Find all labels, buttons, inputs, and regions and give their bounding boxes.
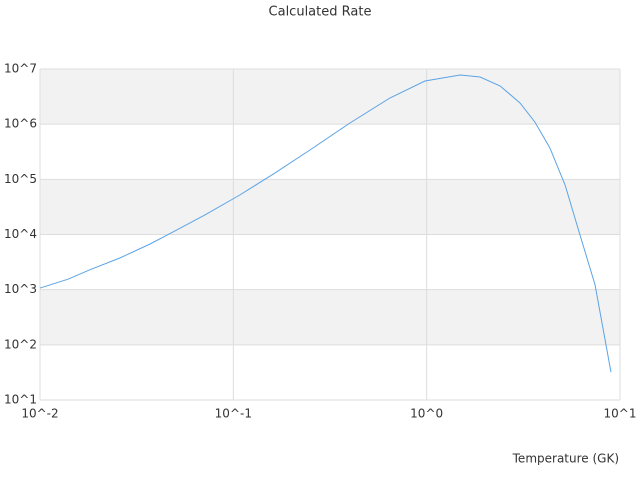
data-line (39, 74, 612, 373)
x-tick-label: 10^0 (410, 407, 443, 421)
y-tick-label: 10^2 (4, 337, 37, 351)
grid-band (40, 69, 620, 125)
x-tick-label: 10^-1 (215, 407, 252, 421)
chart-title: Calculated Rate (269, 5, 372, 20)
y-tick-label: 10^5 (4, 172, 37, 186)
x-tick-label: 10^-2 (21, 407, 58, 421)
grid-band (40, 179, 620, 235)
x-tick-label: 10^1 (604, 407, 637, 421)
y-tick-label: 10^3 (4, 282, 37, 296)
y-tick-label: 10^1 (4, 393, 37, 407)
grid-band (40, 289, 620, 345)
y-tick-label: 10^6 (4, 117, 37, 131)
y-tick-label: 10^7 (4, 62, 37, 76)
x-axis-label: Temperature (GK) (512, 452, 619, 466)
y-tick-label: 10^4 (4, 227, 37, 241)
